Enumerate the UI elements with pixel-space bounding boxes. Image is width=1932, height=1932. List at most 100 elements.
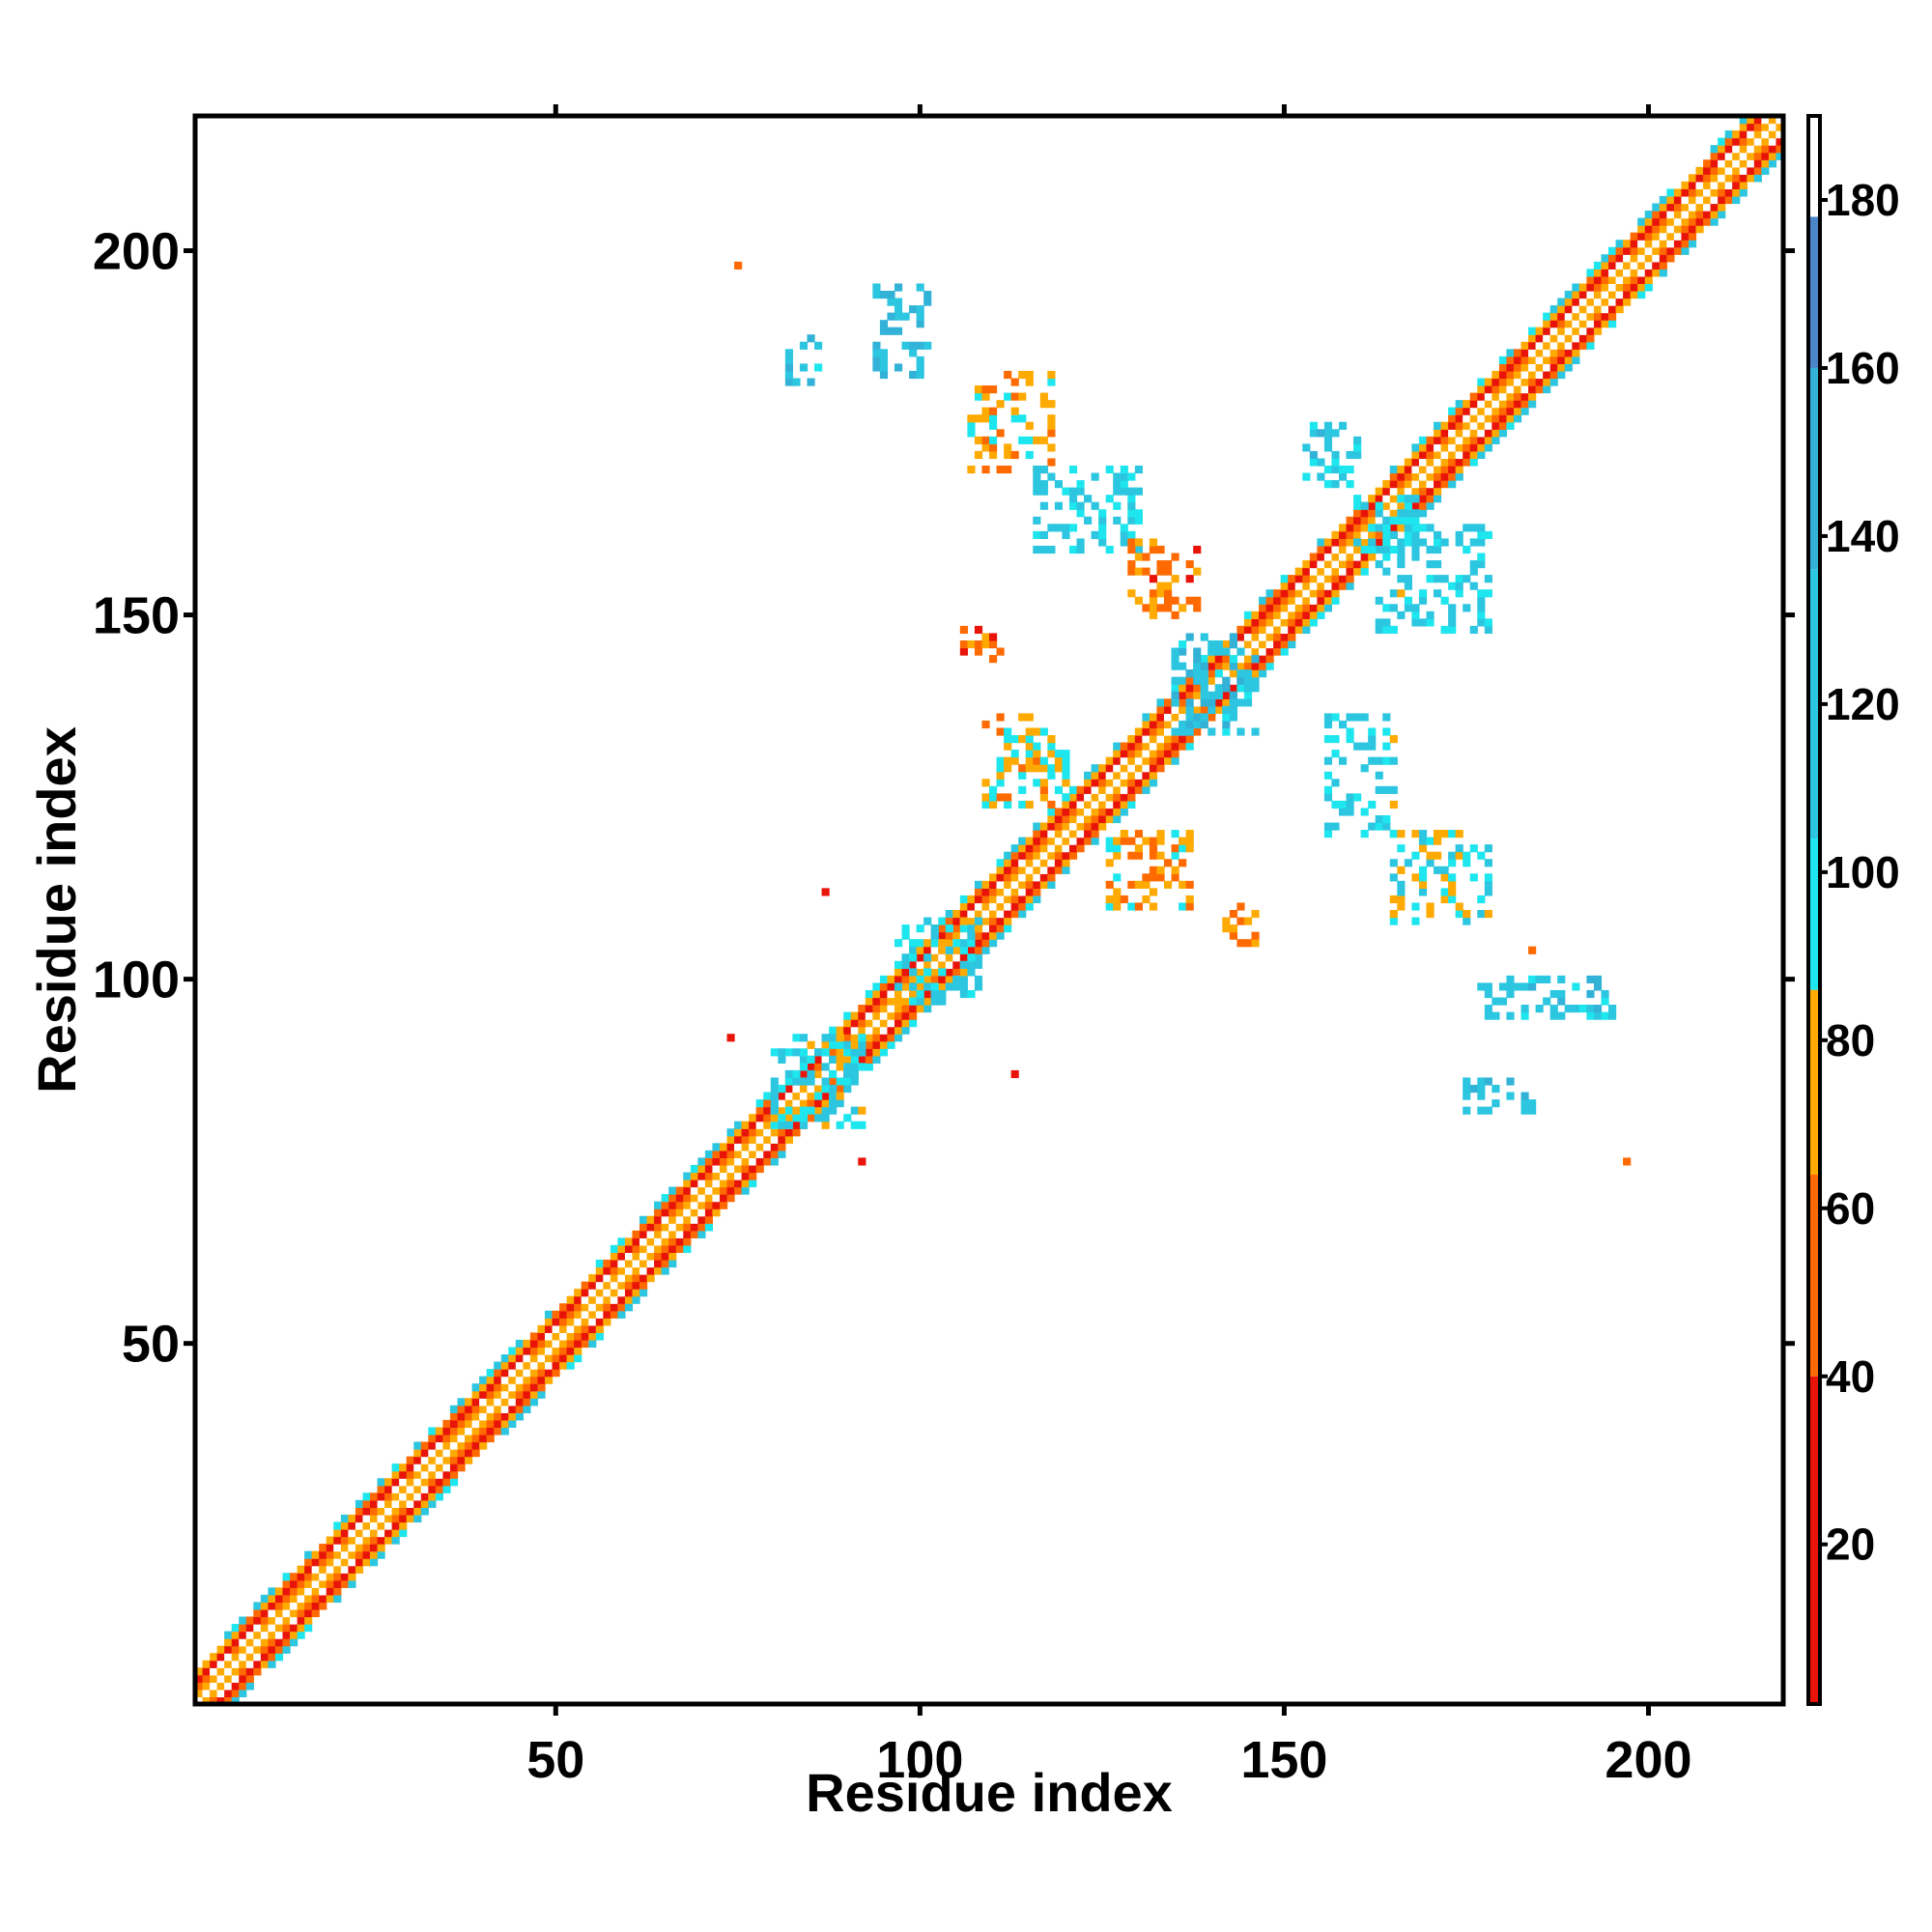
heatmap-cell	[1448, 582, 1457, 590]
heatmap-cell	[1076, 509, 1085, 518]
heatmap-cell	[1520, 363, 1529, 372]
heatmap-cell	[1549, 363, 1558, 372]
heatmap-cell	[1549, 1011, 1558, 1020]
heatmap-cell	[930, 989, 939, 999]
heatmap-cell	[340, 1529, 349, 1538]
heatmap-cell	[959, 953, 968, 962]
heatmap-cell	[792, 378, 801, 386]
heatmap-cell	[799, 1106, 809, 1115]
heatmap-cell	[799, 1077, 809, 1086]
heatmap-cell	[1054, 830, 1064, 838]
heatmap-cell	[799, 1099, 809, 1108]
heatmap-cell	[1323, 604, 1333, 612]
heatmap-cell	[1477, 560, 1486, 569]
heatmap-cell	[1506, 355, 1515, 364]
heatmap-cell	[311, 1565, 320, 1574]
heatmap-cell	[1484, 443, 1492, 452]
heatmap-cell	[486, 1376, 495, 1384]
heatmap-cell	[559, 1347, 568, 1355]
heatmap-cell	[1463, 524, 1471, 532]
heatmap-cell	[282, 1579, 291, 1588]
heatmap-cell	[268, 1638, 276, 1647]
heatmap-cell	[1134, 553, 1143, 561]
heatmap-cell	[1346, 735, 1354, 744]
heatmap-cell	[1666, 225, 1675, 234]
heatmap-cell	[836, 1026, 844, 1035]
heatmap-cell	[654, 1215, 663, 1224]
heatmap-cell	[1411, 450, 1420, 460]
heatmap-cell	[1149, 611, 1158, 619]
heatmap-cell	[1389, 501, 1398, 510]
heatmap-cell	[1469, 524, 1478, 532]
heatmap-cell	[384, 1507, 393, 1516]
heatmap-cell	[1418, 450, 1428, 460]
heatmap-cell	[210, 1696, 218, 1705]
heatmap-cell	[508, 1376, 517, 1384]
heatmap-cell	[1222, 720, 1231, 729]
heatmap-cell	[1564, 1005, 1573, 1013]
heatmap-cell	[1134, 742, 1143, 751]
heatmap-cell	[734, 261, 743, 270]
heatmap-cell	[1426, 472, 1435, 481]
x-tick-label: 100	[876, 1731, 963, 1789]
heatmap-cell	[1062, 793, 1070, 802]
heatmap-cell	[1652, 269, 1661, 277]
heatmap-cell	[1543, 385, 1551, 394]
heatmap-cell	[399, 1529, 408, 1538]
heatmap-cell	[1259, 618, 1267, 627]
heatmap-cell	[901, 989, 910, 999]
heatmap-cell	[1375, 596, 1383, 605]
heatmap-cell	[1039, 436, 1048, 444]
heatmap-cell	[1018, 895, 1027, 904]
heatmap-cell	[894, 960, 903, 969]
heatmap-cell	[675, 1244, 684, 1254]
heatmap-cell	[1360, 545, 1369, 554]
heatmap-cell	[996, 429, 1005, 438]
heatmap-cell	[435, 1449, 443, 1458]
heatmap-cell	[821, 1055, 830, 1064]
heatmap-cell	[887, 982, 895, 991]
heatmap-cell	[1288, 639, 1296, 649]
heatmap-cell	[1149, 589, 1158, 598]
heatmap-cell	[1004, 727, 1012, 736]
heatmap-cell	[529, 1339, 539, 1349]
heatmap-cell	[304, 1594, 313, 1604]
heatmap-cell	[1389, 516, 1398, 525]
heatmap-cell	[807, 1106, 815, 1115]
heatmap-cell	[1455, 472, 1463, 481]
heatmap-cell	[1156, 567, 1165, 576]
heatmap-cell	[1068, 785, 1078, 794]
heatmap-cell	[996, 888, 1005, 896]
heatmap-cell	[355, 1499, 364, 1508]
heatmap-cell	[974, 917, 983, 925]
heatmap-cell	[1068, 837, 1078, 845]
heatmap-cell	[333, 1565, 342, 1574]
heatmap-cell	[989, 939, 998, 948]
heatmap-cell	[1753, 152, 1762, 160]
heatmap-cell	[1039, 764, 1048, 773]
heatmap-cell	[930, 939, 939, 948]
heatmap-cell	[508, 1361, 517, 1370]
heatmap-cell	[1309, 582, 1318, 590]
heatmap-cell	[821, 1099, 830, 1108]
heatmap-cell	[1068, 844, 1078, 853]
heatmap-cell	[843, 1055, 852, 1064]
heatmap-cell	[1455, 910, 1463, 919]
heatmap-cell	[420, 1463, 429, 1472]
heatmap-cell	[617, 1295, 626, 1304]
heatmap-cell	[428, 1449, 437, 1458]
heatmap-cell	[1411, 480, 1420, 489]
heatmap-cell	[377, 1492, 385, 1501]
heatmap-cell	[1193, 705, 1202, 714]
heatmap-cell	[1208, 662, 1216, 670]
heatmap-cell	[1033, 727, 1041, 736]
heatmap-cell	[1039, 545, 1048, 554]
heatmap-cell	[952, 968, 961, 977]
heatmap-cell	[202, 1682, 211, 1690]
heatmap-cell	[1185, 705, 1194, 714]
heatmap-cell	[894, 997, 903, 1006]
heatmap-cell	[1105, 756, 1114, 765]
heatmap-cell	[981, 939, 990, 948]
heatmap-cell	[945, 924, 953, 933]
heatmap-cell	[749, 1135, 757, 1144]
